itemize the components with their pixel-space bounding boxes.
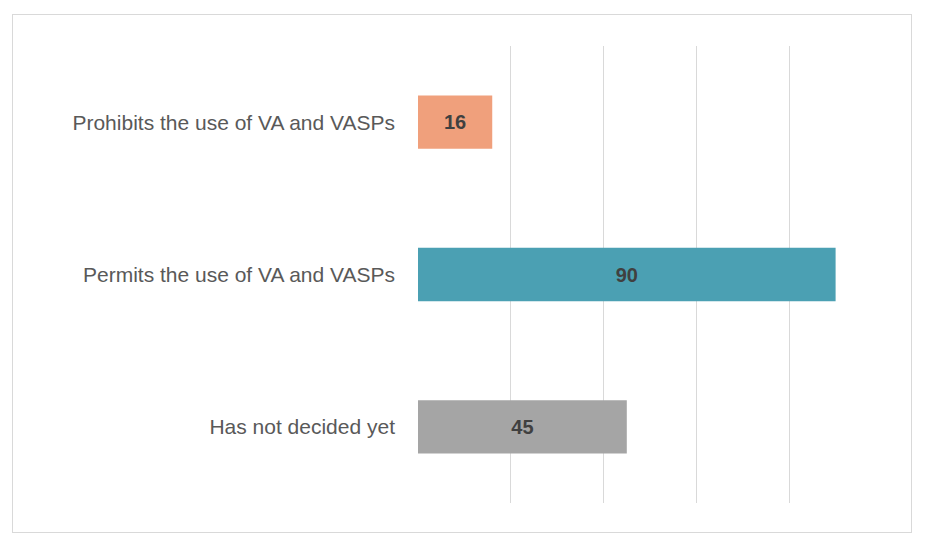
- svg-text:Prohibits the use of VA and VA: Prohibits the use of VA and VASPs: [72, 111, 395, 134]
- svg-text:45: 45: [511, 416, 533, 438]
- svg-text:Permits the use of VA and VASP: Permits the use of VA and VASPs: [83, 263, 395, 286]
- svg-text:16: 16: [444, 111, 466, 133]
- svg-text:Has not decided yet: Has not decided yet: [209, 415, 395, 438]
- svg-text:90: 90: [616, 264, 638, 286]
